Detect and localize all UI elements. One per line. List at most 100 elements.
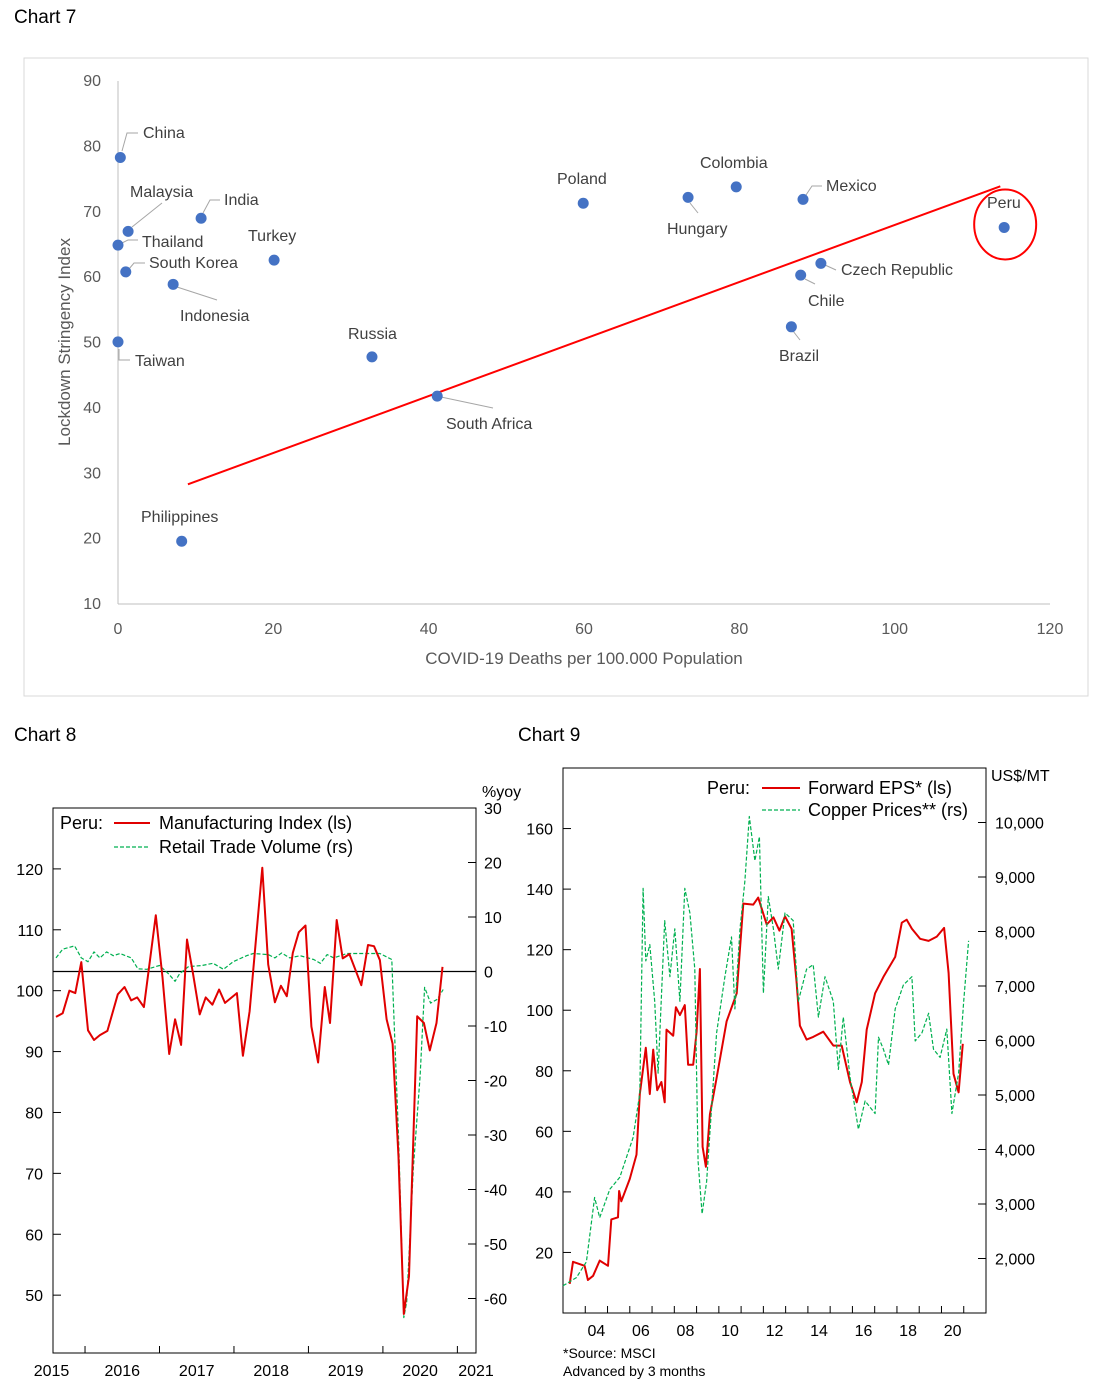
y-tick-label: 50 [83,335,101,352]
data-label-mexico: Mexico [826,178,877,195]
left-tick-label: 120 [16,862,43,879]
legend-label-0: Forward EPS* (ls) [808,778,952,798]
x-tick-label: 0 [114,621,123,638]
leader-line-malaysia [131,202,163,228]
data-point-peru [998,221,1010,233]
legend-label-0: Manufacturing Index (ls) [159,813,352,833]
legend-label-1: Copper Prices** (rs) [808,800,968,820]
right-axis-unit: %yoy [482,784,521,801]
left-tick-label: 120 [526,943,553,960]
data-label-indonesia: Indonesia [180,308,249,325]
right-tick-label: -40 [484,1183,507,1200]
data-label-china: China [143,125,185,142]
left-tick-label: 140 [526,882,553,899]
data-point-turkey [268,254,280,266]
y-tick-label: 70 [83,204,101,221]
right-tick-label: -60 [484,1292,507,1309]
series-line-manufacturing-index-ls [55,866,444,1315]
leader-line-chile [804,278,816,285]
data-point-china [114,151,126,163]
data-label-russia: Russia [348,326,397,343]
right-tick-label: -20 [484,1074,507,1091]
x-tick-label: 100 [881,621,908,638]
x-tick-label: 2016 [104,1363,140,1380]
x-tick-label: 2017 [179,1363,215,1380]
leader-line-china [121,132,138,152]
data-label-philippines: Philippines [141,509,218,526]
data-label-hungary: Hungary [667,221,727,238]
x-tick-label: 2021 [458,1363,494,1380]
y-tick-label: 30 [83,465,101,482]
right-tick-label: 7,000 [995,979,1035,996]
highlight-circle-peru [973,188,1038,261]
chart9-note-advanced: Advanced by 3 months [563,1363,705,1379]
x-tick-label: 04 [587,1323,605,1340]
left-tick-label: 60 [25,1227,43,1244]
data-point-indonesia [167,278,179,290]
chart7-y-axis-label: Lockdown Stringency Index [55,238,74,446]
y-tick-label: 60 [83,269,101,286]
data-point-south-korea [120,266,132,278]
data-point-chile [795,269,807,281]
x-tick-label: 2018 [253,1363,289,1380]
y-tick-label: 10 [83,596,101,613]
leader-line-south-africa [440,396,494,409]
data-point-india [195,212,207,224]
leader-line-india [202,199,220,214]
x-tick-label: 2019 [328,1363,364,1380]
leader-line-brazil [792,330,801,341]
left-tick-label: 110 [17,923,43,940]
right-tick-label: 10 [484,910,502,927]
data-label-turkey: Turkey [248,228,296,245]
data-label-colombia: Colombia [700,155,768,172]
y-tick-label: 20 [83,531,101,548]
x-tick-label: 40 [420,621,438,638]
x-tick-label: 80 [730,621,748,638]
data-point-brazil [785,321,797,333]
plot-frame [562,767,987,1314]
left-tick-label: 50 [25,1288,43,1305]
leader-line-czech-republic [824,264,837,271]
left-tick-label: 40 [535,1185,553,1202]
y-tick-label: 90 [83,73,101,90]
x-tick-label: 10 [721,1323,739,1340]
left-tick-label: 80 [25,1105,43,1122]
right-tick-label: -50 [484,1237,507,1254]
series-line-forward-eps-ls [568,896,964,1285]
legend-prefix: Peru: [707,778,750,798]
x-tick-label: 60 [575,621,593,638]
data-point-mexico [797,193,809,205]
data-label-chile: Chile [808,293,845,310]
data-point-taiwan [112,336,124,348]
data-label-south-africa: South Africa [446,416,532,433]
data-point-malaysia [122,225,134,237]
leader-line-south-korea [128,262,145,270]
chart9-title: Chart 9 [518,725,580,746]
right-tick-label: 10,000 [995,816,1044,833]
chart7-frame [23,57,1089,697]
x-tick-label: 2020 [402,1363,438,1380]
right-tick-label: 5,000 [995,1088,1035,1105]
legend-label-1: Retail Trade Volume (rs) [159,837,353,857]
data-label-peru: Peru [987,195,1021,212]
right-axis-unit: US$/MT [991,768,1050,785]
x-tick-label: 08 [677,1323,695,1340]
data-point-russia [366,351,378,363]
legend-prefix: Peru: [60,813,103,833]
chart8-title: Chart 8 [14,725,76,746]
x-tick-label: 16 [855,1323,873,1340]
left-tick-label: 80 [535,1064,553,1081]
right-tick-label: 8,000 [995,925,1035,942]
leader-line-hungary [689,202,699,214]
data-point-thailand [112,239,124,251]
data-point-south-africa [431,390,443,402]
y-tick-label: 40 [83,400,101,417]
leader-line-mexico [805,185,822,196]
data-label-india: India [224,192,259,209]
x-tick-label: 120 [1037,621,1064,638]
left-tick-label: 90 [25,1045,43,1062]
left-tick-label: 60 [535,1124,553,1141]
data-point-poland [577,197,589,209]
right-tick-label: 9,000 [995,870,1035,887]
data-label-czech-republic: Czech Republic [841,262,953,279]
